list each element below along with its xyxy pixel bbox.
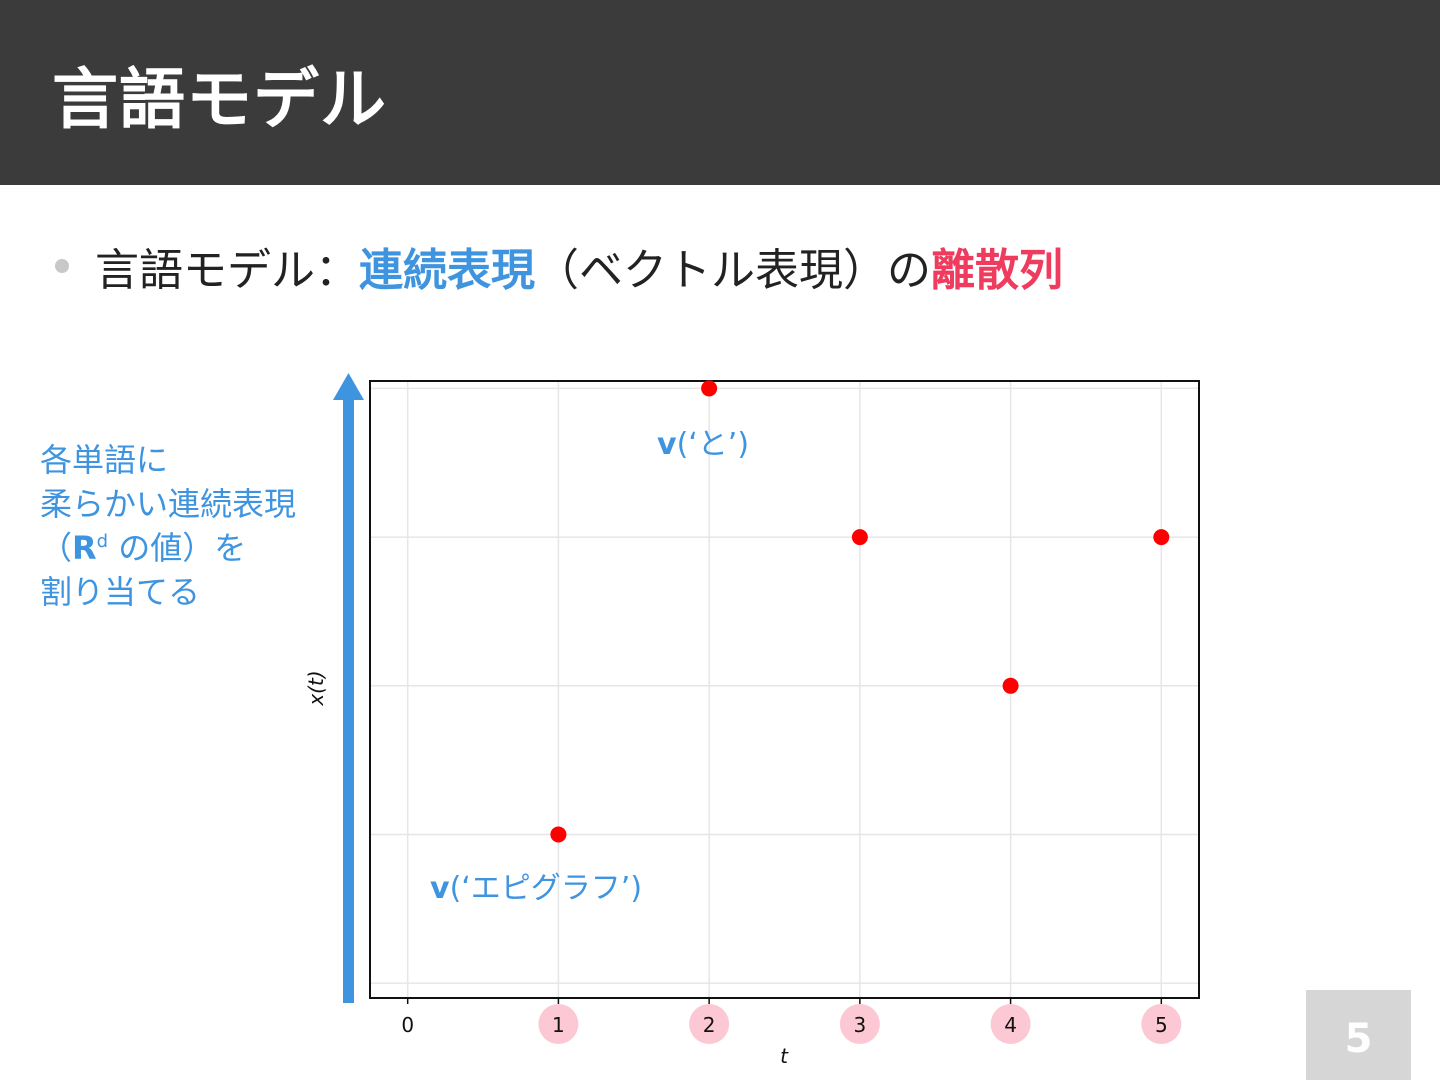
bullet-prefix: 言語モデル： — [95, 245, 359, 296]
annotation-bold: v — [430, 871, 450, 906]
tick-highlight-circle — [538, 1004, 579, 1044]
data-point — [1002, 677, 1019, 694]
tick-highlight-circle — [990, 1004, 1031, 1044]
side-note: 各単語に 柔らかい連続表現 （Rd の値）を 割り当てる — [40, 438, 296, 614]
annotation-text: (‘と’) — [677, 427, 749, 462]
side-note-line: 割り当てる — [40, 573, 201, 611]
side-note-r: R — [72, 529, 97, 567]
x-tick-label: 1 — [552, 1013, 565, 1037]
side-note-line: 柔らかい連続表現 — [40, 485, 297, 523]
annotation-text: (‘エピグラフ’) — [450, 871, 642, 906]
annotation-epigraph: v(‘エピグラフ’) — [430, 871, 642, 906]
side-note-text: （ — [40, 529, 73, 567]
tick-highlight-circle — [839, 1004, 880, 1044]
value-axis-arrow-shaft — [343, 398, 354, 1003]
bullet-middle: （ベクトル表現）の — [535, 245, 931, 296]
data-point — [550, 826, 567, 843]
side-note-rd: Rd — [72, 529, 108, 567]
annotation-bold: v — [657, 427, 677, 462]
y-axis-label: x(t) — [304, 670, 328, 706]
side-note-line: 各単語に — [40, 441, 169, 479]
x-axis-label: t — [780, 1044, 789, 1068]
slide-title: 言語モデル — [52, 61, 387, 138]
tick-highlight-circle — [689, 1004, 730, 1044]
side-note-d: d — [96, 531, 109, 552]
x-tick-label: 5 — [1155, 1013, 1168, 1037]
bullet-highlight-continuous: 連続表現 — [359, 245, 535, 296]
x-tick-label: 4 — [1004, 1013, 1017, 1037]
page-number: 5 — [1344, 1016, 1373, 1062]
data-points — [550, 380, 1170, 843]
bullet-item: 言語モデル： 連続表現 （ベクトル表現）の 離散列 — [55, 236, 1063, 296]
tick-highlight-circle — [1141, 1004, 1182, 1044]
x-tick-label: 3 — [853, 1013, 866, 1037]
data-point — [1153, 529, 1170, 546]
plot-frame — [369, 380, 1200, 999]
x-tick-label: 0 — [401, 1013, 414, 1037]
side-note-line: （Rd の値）を — [40, 526, 296, 570]
x-tick-label: 2 — [703, 1013, 716, 1037]
slide-header: 言語モデル — [0, 0, 1440, 185]
annotation-to: v(‘と’) — [657, 427, 749, 462]
x-axis-ticks: 0 1 2 3 4 5 — [401, 998, 1182, 1044]
data-point — [701, 380, 718, 397]
bullet-dot-icon — [55, 259, 69, 273]
data-point — [851, 529, 868, 546]
bullet-highlight-discrete: 離散列 — [931, 245, 1063, 296]
value-axis-arrow-head-icon — [333, 373, 364, 400]
page-number-box: 5 — [1306, 990, 1411, 1080]
side-note-text: の値）を — [108, 529, 247, 567]
